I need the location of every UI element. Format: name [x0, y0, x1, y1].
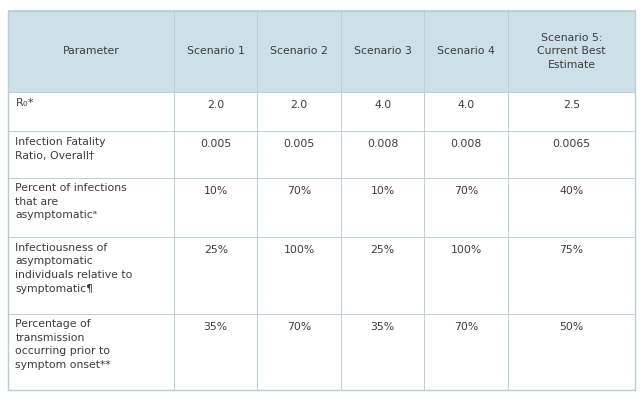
Bar	[257, 237, 341, 314]
Bar	[8, 314, 174, 390]
Text: 2.0: 2.0	[291, 100, 308, 110]
Text: Infectiousness of
asymptomatic
individuals relative to
symptomatic¶: Infectiousness of asymptomatic individua…	[15, 243, 133, 294]
Bar	[174, 10, 257, 92]
Text: 4.0: 4.0	[374, 100, 392, 110]
Bar	[8, 131, 174, 178]
Bar	[8, 178, 174, 237]
Text: 70%: 70%	[454, 186, 478, 196]
Bar	[174, 92, 257, 131]
Text: 100%: 100%	[451, 245, 482, 255]
Text: Percent of infections
that are
asymptomaticᵃ: Percent of infections that are asymptoma…	[15, 183, 127, 220]
Text: Scenario 4: Scenario 4	[437, 47, 495, 56]
Text: 75%: 75%	[559, 245, 584, 255]
Bar	[424, 237, 508, 314]
Text: 70%: 70%	[287, 186, 311, 196]
Text: 40%: 40%	[559, 186, 584, 196]
Text: Parameter: Parameter	[62, 47, 119, 56]
Text: 25%: 25%	[370, 245, 395, 255]
Bar	[257, 92, 341, 131]
Bar	[257, 10, 341, 92]
Bar	[508, 92, 635, 131]
Bar	[341, 10, 424, 92]
Bar	[341, 131, 424, 178]
Text: Scenario 3: Scenario 3	[354, 47, 412, 56]
Text: 10%: 10%	[370, 186, 395, 196]
Bar	[341, 237, 424, 314]
Text: 10%: 10%	[204, 186, 228, 196]
Bar	[424, 10, 508, 92]
Text: *: *	[28, 98, 33, 108]
Text: Scenario 1: Scenario 1	[187, 47, 245, 56]
Text: Scenario 5:
Current Best
Estimate: Scenario 5: Current Best Estimate	[538, 33, 606, 70]
Bar	[341, 314, 424, 390]
Bar	[341, 92, 424, 131]
Bar	[8, 92, 174, 131]
Text: 0.008: 0.008	[367, 139, 398, 150]
Bar	[174, 237, 257, 314]
Bar	[508, 10, 635, 92]
Text: Scenario 2: Scenario 2	[270, 47, 328, 56]
Bar	[8, 237, 174, 314]
Bar	[424, 314, 508, 390]
Bar	[174, 314, 257, 390]
Text: 100%: 100%	[284, 245, 315, 255]
Bar	[257, 314, 341, 390]
Bar	[508, 178, 635, 237]
Text: 35%: 35%	[370, 322, 395, 332]
Text: 0: 0	[23, 101, 28, 107]
Bar	[8, 10, 174, 92]
Text: 0.005: 0.005	[200, 139, 231, 150]
Text: 70%: 70%	[454, 322, 478, 332]
Text: 50%: 50%	[559, 322, 584, 332]
Bar	[508, 314, 635, 390]
Bar	[424, 178, 508, 237]
Text: 2.0: 2.0	[207, 100, 224, 110]
Bar	[341, 178, 424, 237]
Text: 2.5: 2.5	[563, 100, 580, 110]
Bar	[424, 131, 508, 178]
Bar	[508, 237, 635, 314]
Text: 0.0065: 0.0065	[552, 139, 591, 150]
Text: 4.0: 4.0	[458, 100, 475, 110]
Bar	[174, 178, 257, 237]
Text: Percentage of
transmission
occurring prior to
symptom onset**: Percentage of transmission occurring pri…	[15, 319, 111, 370]
Text: 0.005: 0.005	[284, 139, 315, 150]
Bar	[424, 92, 508, 131]
Text: 70%: 70%	[287, 322, 311, 332]
Text: Infection Fatality
Ratio, Overall†: Infection Fatality Ratio, Overall†	[15, 137, 106, 160]
Text: R: R	[15, 98, 23, 108]
Text: 0.008: 0.008	[451, 139, 482, 150]
Bar	[257, 131, 341, 178]
Bar	[257, 178, 341, 237]
Bar	[508, 131, 635, 178]
Text: 25%: 25%	[204, 245, 228, 255]
Text: 35%: 35%	[204, 322, 228, 332]
Bar	[174, 131, 257, 178]
